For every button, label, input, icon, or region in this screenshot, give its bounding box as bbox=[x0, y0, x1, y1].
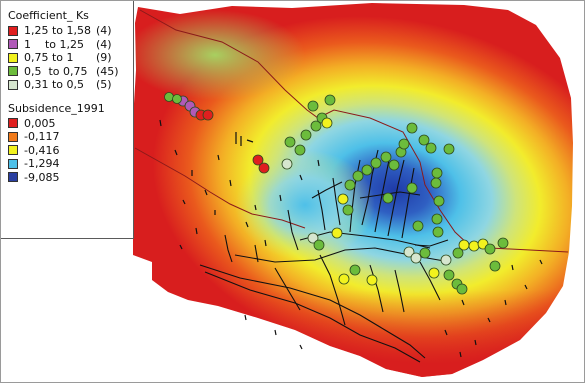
legend-item-coefficient: 1 to 1,25 (4) bbox=[8, 38, 133, 52]
legend-label: 1 to 1,25 bbox=[24, 37, 85, 51]
legend-item-subsidence: -9,085 bbox=[8, 171, 133, 185]
legend-swatch bbox=[8, 39, 18, 50]
legend-count: (45) bbox=[96, 64, 119, 78]
well-markers bbox=[164, 92, 509, 295]
legend-label: 0,5 to 0,75 bbox=[24, 64, 88, 78]
legend-item-subsidence: -1,294 bbox=[8, 157, 133, 171]
legend-item-coefficient: 1,25 to 1,58 (4) bbox=[8, 24, 133, 38]
legend-item-coefficient: 0,31 to 0,5 (5) bbox=[8, 78, 133, 92]
scattered-segments bbox=[159, 119, 543, 358]
legend-label: -9,085 bbox=[24, 170, 60, 184]
legend-label: 0,005 bbox=[24, 116, 56, 130]
legend-swatch bbox=[8, 52, 18, 63]
subsidence-legend-title: Subsidence_1991 bbox=[8, 101, 105, 115]
coefficient-legend-title: Coefficient_ Ks bbox=[8, 9, 89, 22]
legend-item-subsidence: 0,005 bbox=[8, 117, 133, 131]
legend-label: -0,117 bbox=[24, 130, 60, 144]
legend-swatch bbox=[8, 145, 18, 156]
legend-item-subsidence: -0,117 bbox=[8, 130, 133, 144]
legend-swatch bbox=[8, 66, 18, 77]
legend-count: (4) bbox=[96, 37, 112, 51]
legend-swatch bbox=[8, 25, 18, 36]
legend-count: (5) bbox=[96, 78, 112, 92]
legend-count: (4) bbox=[96, 24, 112, 38]
legend-swatch bbox=[8, 131, 18, 142]
legend-swatch bbox=[8, 172, 18, 183]
legend-count: (9) bbox=[96, 51, 112, 65]
legend-swatch bbox=[8, 79, 18, 90]
map-legend: Coefficient_ Ks 1,25 to 1,58 (4) 1 to 1,… bbox=[1, 1, 134, 239]
legend-label: 0,31 to 0,5 bbox=[24, 78, 85, 92]
legend-item-coefficient: 0,75 to 1 (9) bbox=[8, 51, 133, 65]
legend-label: -1,294 bbox=[24, 157, 60, 171]
legend-label: 0,75 to 1 bbox=[24, 51, 74, 65]
legend-label: -0,416 bbox=[24, 143, 60, 157]
legend-swatch bbox=[8, 158, 18, 169]
legend-swatch bbox=[8, 118, 18, 129]
legend-label: 1,25 to 1,58 bbox=[24, 24, 92, 38]
drainage-network bbox=[199, 149, 451, 363]
legend-item-coefficient: 0,5 to 0,75 (45) bbox=[8, 65, 133, 79]
legend-item-subsidence: -0,416 bbox=[8, 144, 133, 158]
